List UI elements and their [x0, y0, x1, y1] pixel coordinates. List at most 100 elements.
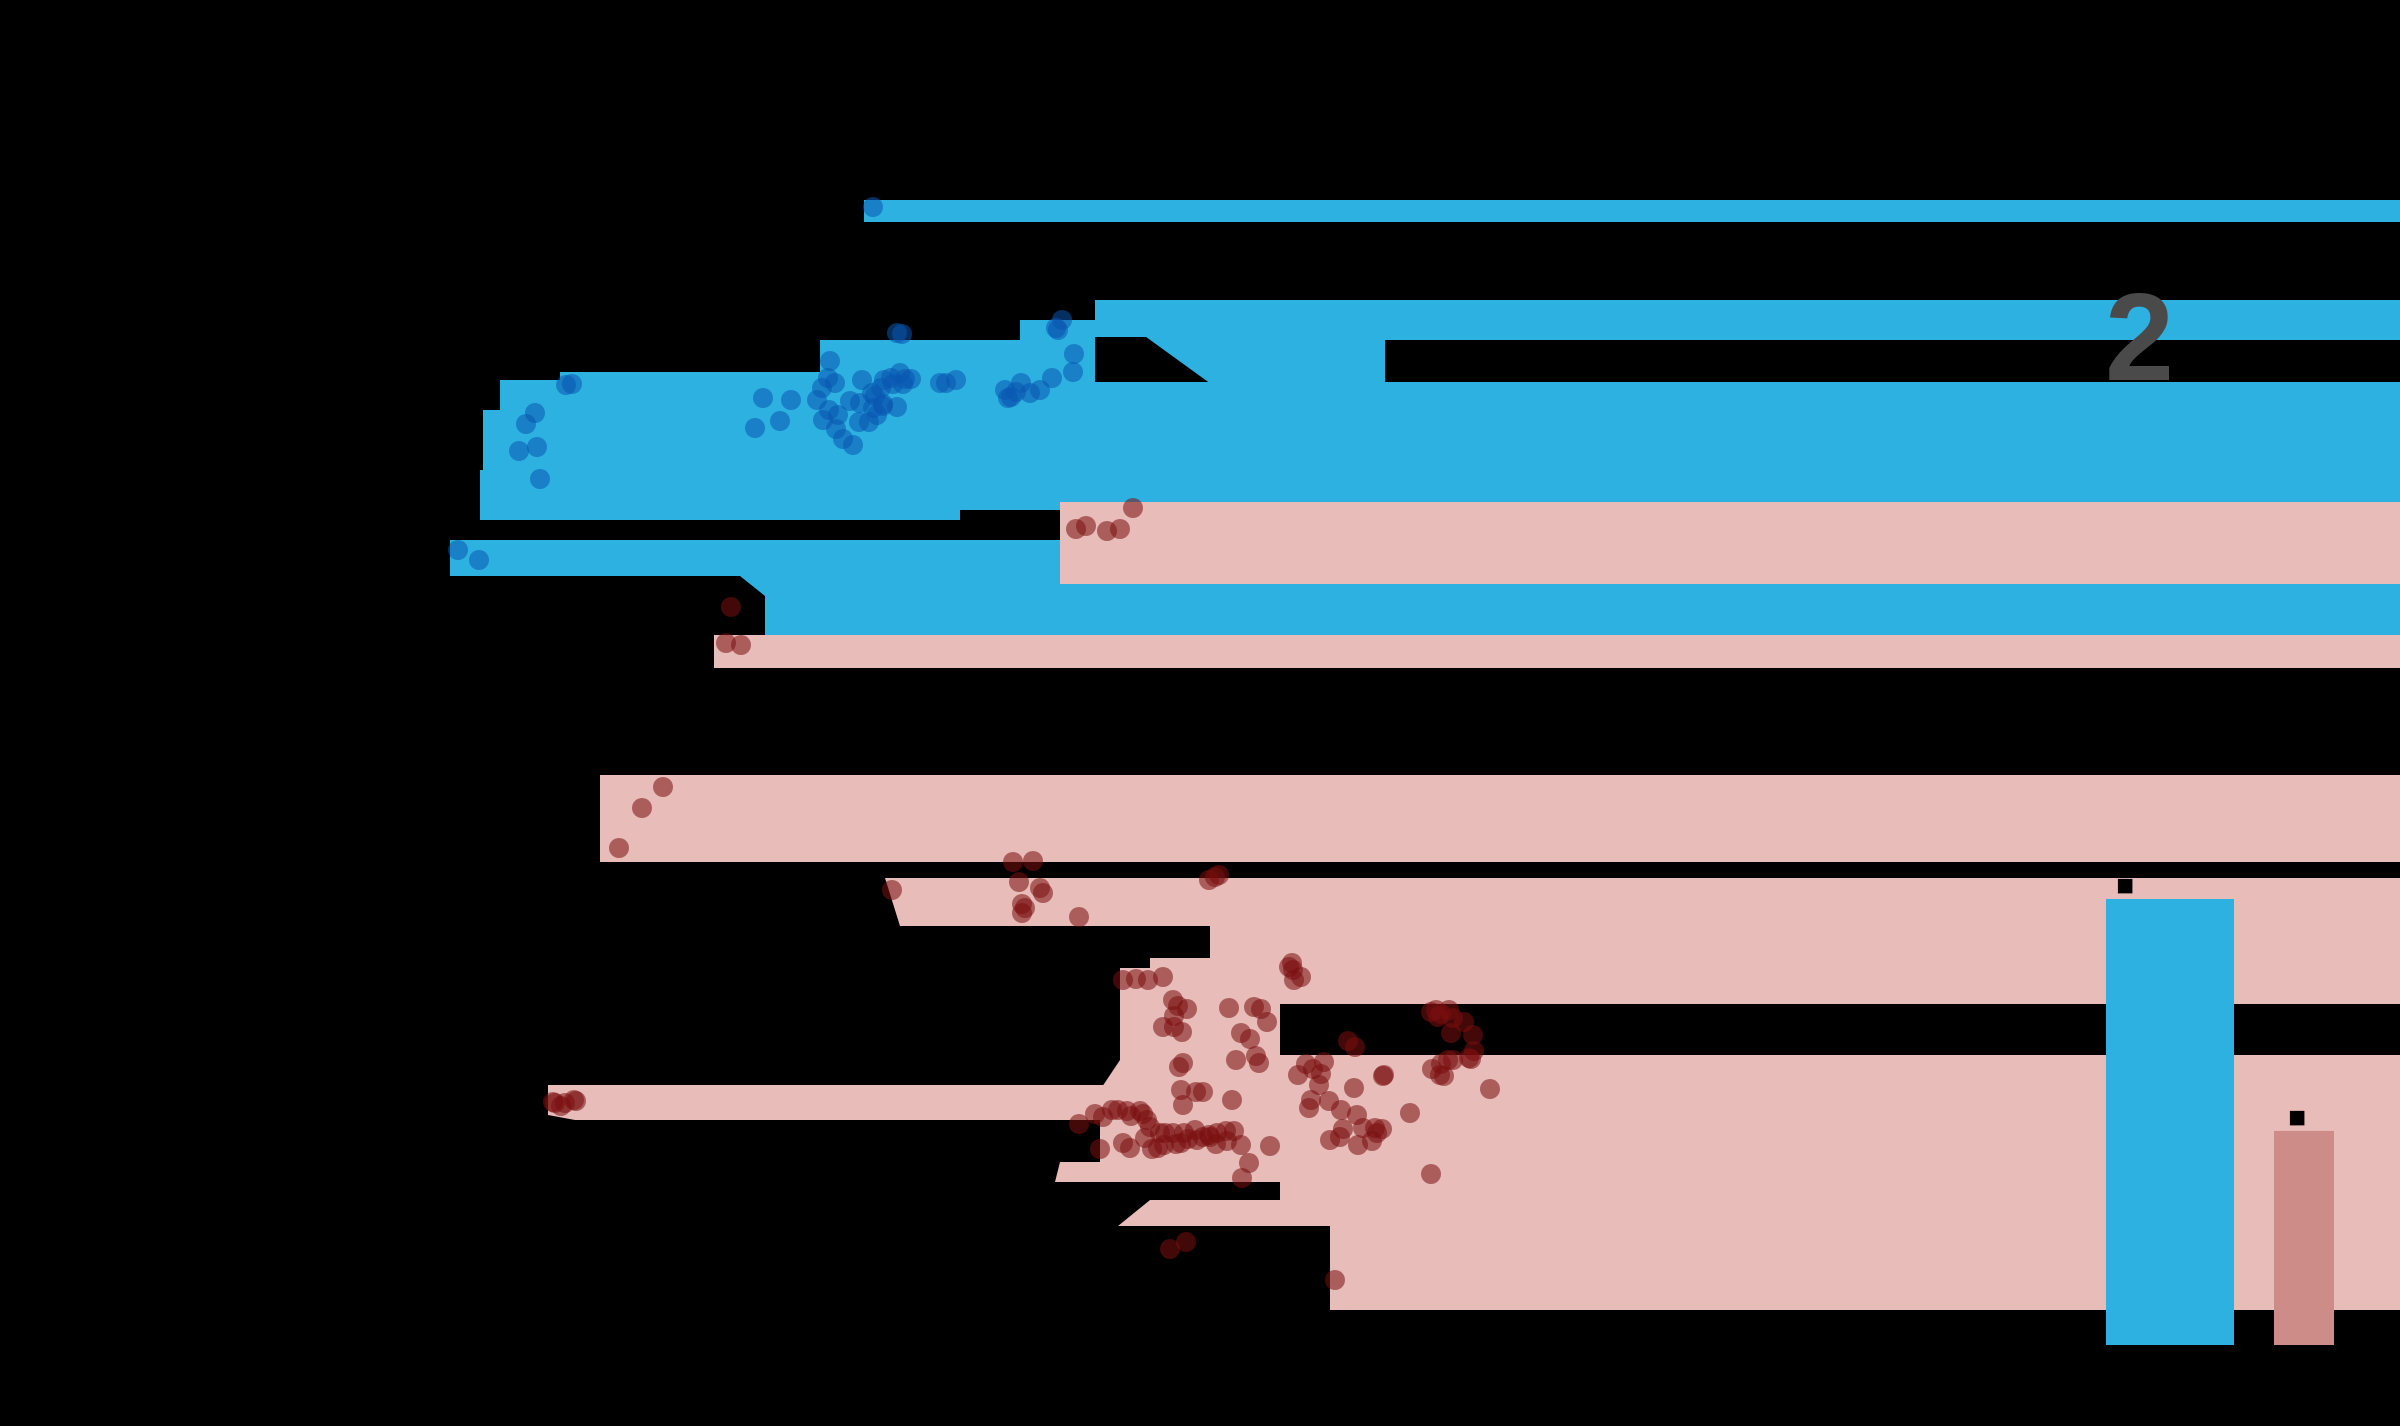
group-a-band-right [1095, 300, 2400, 510]
group-b-point-89 [1463, 1025, 1483, 1045]
group-b-points [543, 498, 1500, 1290]
group-b-point-100 [1365, 1118, 1385, 1138]
group-a-point-62 [887, 323, 907, 343]
group-b-point-61 [1309, 1075, 1329, 1095]
group-b-point-38 [1177, 999, 1197, 1019]
summary-bar-0 [2106, 899, 2234, 1345]
group-b-point-39 [1172, 1022, 1192, 1042]
group-b-point-6 [716, 633, 736, 653]
group-a-point-44 [820, 351, 840, 371]
group-b-point-92 [1461, 1049, 1481, 1069]
group-a-point-2 [562, 374, 582, 394]
group-b-point-130 [1231, 1135, 1251, 1155]
group-b-point-131 [1239, 1153, 1259, 1173]
group-b-point-149 [543, 1092, 563, 1112]
group-b-point-76 [1320, 1130, 1340, 1150]
group-a-point-47 [946, 370, 966, 390]
group-b-point-40 [1219, 998, 1239, 1018]
summary-bar-1 [2274, 1130, 2334, 1345]
group-b-point-14 [1009, 872, 1029, 892]
group-b-point-101 [1069, 1114, 1089, 1134]
group-b-point-133 [1260, 1136, 1280, 1156]
group-b-point-7 [731, 635, 751, 655]
group-b-point-99 [1480, 1079, 1500, 1099]
group-b-band-3 [600, 775, 2400, 862]
summary-bar-label-1: ■ [2288, 1101, 2306, 1134]
group-a-point-59 [1063, 362, 1083, 382]
group-b-point-45 [1231, 1023, 1251, 1043]
group-b-point-57 [1288, 1065, 1308, 1085]
group-a-point-33 [865, 386, 885, 406]
group-a-band-top [864, 200, 2400, 222]
group-b-point-8 [653, 777, 673, 797]
group-b-point-137 [1113, 1133, 1133, 1153]
group-a-point-43 [843, 435, 863, 455]
group-b-region [548, 502, 2400, 1310]
group-b-point-53 [1171, 1080, 1191, 1100]
group-b-point-66 [1345, 1037, 1365, 1057]
group-b-point-80 [1400, 1103, 1420, 1123]
group-b-point-11 [882, 880, 902, 900]
group-a-point-57 [1052, 310, 1072, 330]
group-b-point-52 [1186, 1082, 1206, 1102]
group-b-band-1 [1060, 502, 2400, 584]
summary-bars: ■■ [2106, 869, 2334, 1345]
group-a-point-60 [998, 388, 1018, 408]
group-b-point-132 [1232, 1168, 1252, 1188]
group-b-point-31 [1138, 970, 1158, 990]
group-b-band-2 [714, 635, 2400, 668]
group-b-point-70 [1331, 1100, 1351, 1120]
group-b-point-136 [1090, 1139, 1110, 1159]
group-b-point-12 [1003, 852, 1023, 872]
group-b-point-19 [1012, 903, 1032, 923]
group-b-point-50 [1173, 1053, 1193, 1073]
group-a-point-54 [1042, 368, 1062, 388]
group-b-point-2 [1097, 521, 1117, 541]
group-b-point-43 [1257, 1012, 1277, 1032]
group-b-point-20 [1069, 907, 1089, 927]
group-b-point-55 [1222, 1090, 1242, 1110]
group-b-point-54 [1173, 1095, 1193, 1115]
group-b-point-5 [721, 597, 741, 617]
group-b-point-17 [1033, 883, 1053, 903]
group-b-point-32 [1153, 967, 1173, 987]
group-a-points [448, 197, 1084, 570]
summary-bar-label-0: ■ [2116, 869, 2134, 902]
group-b-point-134 [1142, 1139, 1162, 1159]
group-b-point-9 [632, 798, 652, 818]
group-a-point-5 [509, 441, 529, 461]
group-a-region [450, 200, 2400, 636]
group-b-point-98 [1434, 1066, 1454, 1086]
group-a-point-30 [881, 368, 901, 388]
group-a-point-11 [781, 390, 801, 410]
group-b-point-10 [609, 838, 629, 858]
group-a-point-6 [527, 437, 547, 457]
group-a-point-9 [469, 550, 489, 570]
group-a-point-0 [863, 197, 883, 217]
group-b-point-143 [1325, 1270, 1345, 1290]
group-b-point-48 [1249, 1053, 1269, 1073]
group-b-point-63 [1299, 1098, 1319, 1118]
group-b-point-23 [1205, 867, 1225, 887]
group-b-point-139 [1206, 1134, 1226, 1154]
group-a-point-12 [745, 418, 765, 438]
group-b-point-0 [1123, 498, 1143, 518]
group-b-point-138 [1178, 1129, 1198, 1149]
group-a-point-34 [840, 391, 860, 411]
group-a-point-58 [1064, 344, 1084, 364]
group-a-point-4 [525, 403, 545, 423]
group-b-band-5 [548, 1085, 2400, 1120]
group-a-point-10 [753, 388, 773, 408]
group-b-point-142 [1160, 1239, 1180, 1259]
group-b-point-68 [1373, 1066, 1393, 1086]
group-a-band-main [480, 300, 1385, 520]
group-a-point-39 [807, 390, 827, 410]
group-b-point-141 [1176, 1232, 1196, 1252]
group-b-point-69 [1344, 1078, 1364, 1098]
group-b-point-4 [1076, 516, 1096, 536]
group-a-point-7 [530, 469, 550, 489]
group-a-point-13 [770, 411, 790, 431]
group-b-point-96 [1443, 1050, 1463, 1070]
group-b-point-140 [1421, 1164, 1441, 1184]
